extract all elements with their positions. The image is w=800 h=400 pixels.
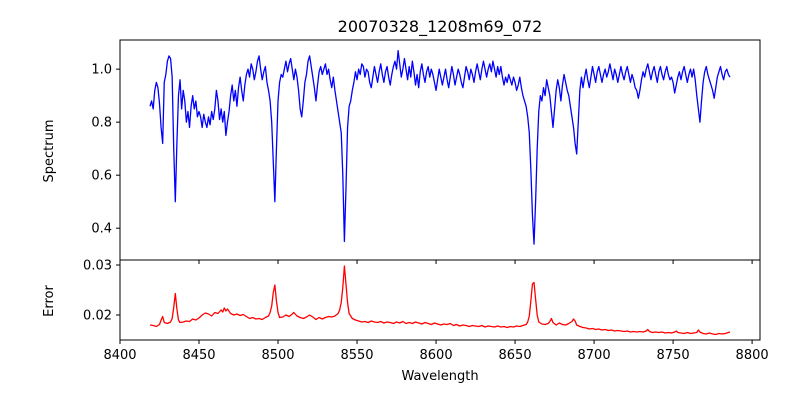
chart-title: 20070328_1208m69_072 bbox=[338, 17, 543, 37]
spectrum-y-tick-label: 1.0 bbox=[91, 63, 112, 78]
spectrum-y-tick-label: 0.6 bbox=[91, 169, 112, 184]
error-x-tick-label: 8450 bbox=[182, 348, 215, 363]
error-axes-frame bbox=[119, 259, 761, 341]
error-y-tick-label: 0.03 bbox=[83, 259, 112, 274]
error-panel: 0.02 0.03 8400 8450 8500 8550 8600 8650 8700 875… bbox=[42, 259, 769, 385]
spectrum-panel: 0.4 0.6 0.8 1.0 Spectrum bbox=[42, 39, 761, 264]
error-x-tick-label: 8500 bbox=[261, 348, 294, 363]
error-series-line bbox=[149, 265, 731, 336]
error-x-tick-label: 8650 bbox=[499, 348, 532, 363]
error-x-tick-label: 8700 bbox=[578, 348, 611, 363]
error-y-tick-label: 0.02 bbox=[83, 309, 112, 324]
spectrum-series-line bbox=[149, 49, 731, 245]
error-lines bbox=[149, 265, 731, 336]
error-x-tick-label: 8750 bbox=[657, 348, 690, 363]
spectrum-y-axis-label: Spectrum bbox=[42, 120, 57, 183]
error-x-tick-label: 8600 bbox=[420, 348, 453, 363]
x-axis-label: Wavelength bbox=[401, 369, 478, 384]
spectrum-y-ticks: 0.4 0.6 0.8 1.0 bbox=[91, 63, 120, 237]
spectrum-y-tick-label: 0.4 bbox=[91, 222, 112, 237]
error-x-ticks: 8400 8450 8500 8550 8600 8650 8700 8750 8800 bbox=[103, 340, 769, 363]
spectrum-lines bbox=[149, 49, 731, 245]
error-y-axis-label: Error bbox=[42, 285, 57, 317]
spectrum-x-ticks bbox=[119, 260, 753, 264]
error-x-tick-label: 8550 bbox=[340, 348, 373, 363]
spectrum-y-tick-label: 0.8 bbox=[91, 116, 112, 131]
error-x-tick-label: 8400 bbox=[103, 348, 136, 363]
error-x-tick-label: 8800 bbox=[736, 348, 769, 363]
error-y-ticks: 0.02 0.03 bbox=[83, 259, 120, 324]
